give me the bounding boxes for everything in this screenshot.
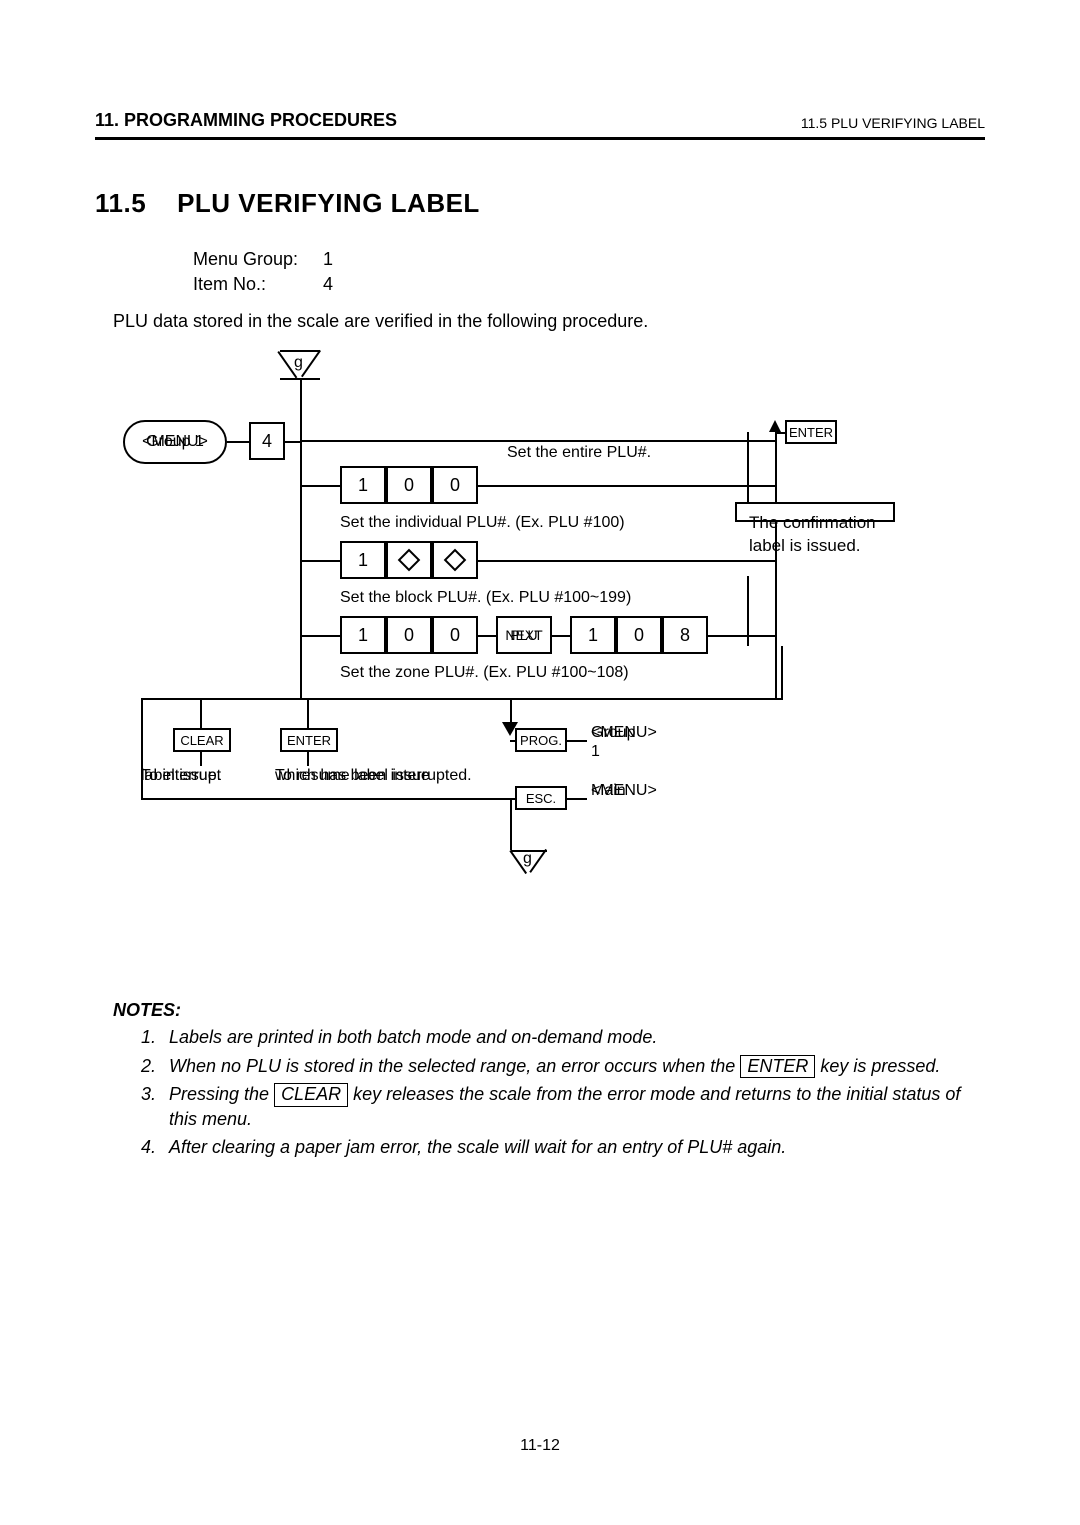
prog-key: PROG. <box>515 728 567 752</box>
section-number: 11.5 <box>95 188 146 218</box>
next-plu-l2: PLU <box>510 628 537 643</box>
zone-label: Set the zone PLU#. (Ex. PLU #100~108) <box>340 664 629 682</box>
intro-text: PLU data stored in the scale are verifie… <box>113 311 985 332</box>
row1-2: 0 <box>432 466 478 504</box>
note-4: After clearing a paper jam error, the sc… <box>161 1135 985 1159</box>
row3b-2: 8 <box>662 616 708 654</box>
confirm-text: The confirmation label is issued. <box>749 512 893 558</box>
item-no-label: Item No.: <box>193 272 323 297</box>
individual-label: Set the individual PLU#. (Ex. PLU #100) <box>340 514 625 532</box>
row3b-1: 0 <box>616 616 662 654</box>
clear-inline-key: CLEAR <box>274 1083 348 1107</box>
row2-1: 1 <box>340 541 386 579</box>
flow-diagram: g <MENU> Group 1 4 ENTER Set the entire … <box>95 350 985 910</box>
note-3: Pressing the CLEAR key releases the scal… <box>161 1082 985 1131</box>
block-label: Set the block PLU#. (Ex. PLU #100~199) <box>340 589 631 607</box>
menu-group-value: 1 <box>323 247 333 272</box>
meta-block: Menu Group: 1 Item No.: 4 <box>193 247 985 297</box>
section-heading: PLU VERIFYING LABEL <box>177 188 480 218</box>
notes-section: NOTES: Labels are printed in both batch … <box>113 1000 985 1159</box>
header-right: 11.5 PLU VERIFYING LABEL <box>801 115 985 131</box>
note-2: When no PLU is stored in the selected ra… <box>161 1054 985 1079</box>
note-1: Labels are printed in both batch mode an… <box>161 1025 985 1049</box>
enter2-key: ENTER <box>280 728 338 752</box>
page-header: 11. PROGRAMMING PROCEDURES 11.5 PLU VERI… <box>95 110 985 140</box>
next-plu-key: NEXT PLU <box>496 616 552 654</box>
row2-d1 <box>386 541 432 579</box>
header-left: 11. PROGRAMMING PROCEDURES <box>95 110 397 131</box>
g-top: g <box>294 354 303 372</box>
enter-inline-key: ENTER <box>740 1055 815 1079</box>
page-number: 11-12 <box>0 1437 1080 1455</box>
confirmation-box: The confirmation label is issued. <box>735 502 895 522</box>
enter-key: ENTER <box>785 420 837 444</box>
clear-key: CLEAR <box>173 728 231 752</box>
row2-d2 <box>432 541 478 579</box>
menu-group-label: Menu Group: <box>193 247 323 272</box>
row3a-0: 1 <box>340 616 386 654</box>
section-title: 11.5 PLU VERIFYING LABEL <box>95 188 985 219</box>
menu-line2: Group 1 <box>146 433 204 451</box>
entire-plu-label: Set the entire PLU#. <box>507 444 651 462</box>
row3b-0: 1 <box>570 616 616 654</box>
esc-key: ESC. <box>515 786 567 810</box>
diamond-icon <box>398 549 421 572</box>
notes-title: NOTES: <box>113 1000 985 1021</box>
row3a-1: 0 <box>386 616 432 654</box>
key-4: 4 <box>249 422 285 460</box>
diamond-icon <box>444 549 467 572</box>
row1-1: 0 <box>386 466 432 504</box>
row1-0: 1 <box>340 466 386 504</box>
item-no-value: 4 <box>323 272 333 297</box>
row3a-2: 0 <box>432 616 478 654</box>
menu-pill: <MENU> Group 1 <box>123 420 227 464</box>
g-bottom: g <box>523 850 532 868</box>
